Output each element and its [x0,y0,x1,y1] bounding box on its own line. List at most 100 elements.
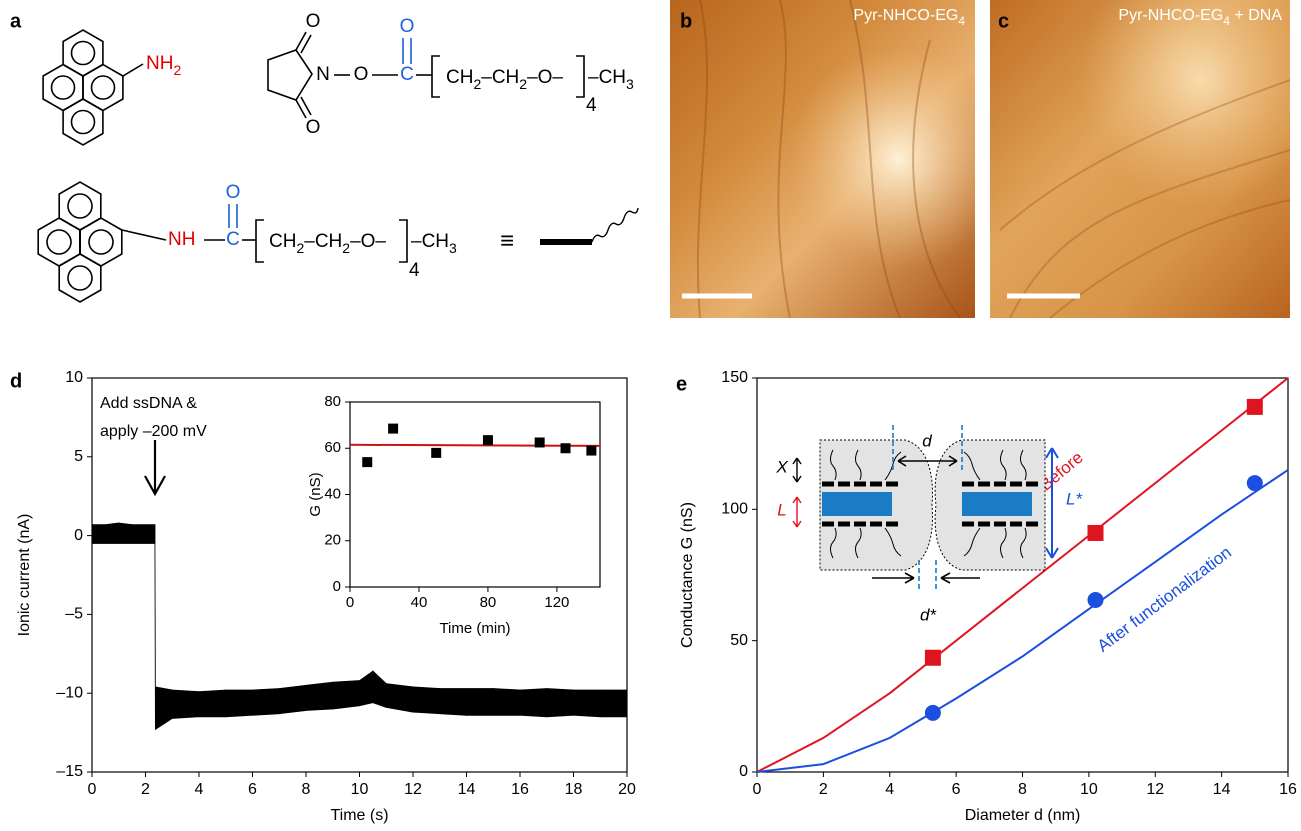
bond [122,63,144,77]
atom: O [226,182,241,203]
y-tick-label: 40 [324,485,341,502]
annotation: Add ssDNA & [100,395,197,412]
x-tick-label: 12 [404,781,422,798]
annotation: apply –200 mV [100,423,207,440]
current-trace [439,688,467,716]
repeat-unit: CH2–CH2–O– [269,231,386,256]
x-axis-title: Diameter d (nm) [965,807,1081,824]
data-point [560,443,571,454]
ring [58,253,102,303]
group: –O– [527,67,563,88]
bracket [255,219,264,263]
bracket [431,55,440,98]
atom: C [226,229,240,250]
y-tick-label: 0 [74,527,83,544]
x-tick-label: 18 [565,781,583,798]
atom: NH [146,53,173,74]
y-tick-label: 150 [721,369,748,386]
atom: N [316,64,330,85]
afm-highlight [670,0,975,318]
subscript: 2 [519,76,527,92]
terrace-edges [696,0,961,319]
current-trace [332,680,360,710]
pyrene-anchors [822,481,1038,527]
membrane-core [962,492,1032,516]
aromatic-circle [67,193,93,219]
x-tick-label: 16 [511,781,529,798]
subscript: 3 [449,240,457,256]
end-group: –CH3 [588,67,634,92]
title-text: Pyr-NHCO-EG [1118,7,1223,24]
atom: O [354,64,369,85]
panel-a: a NH2 O O N O C O CH2–CH2–O– 4 –CH3 NH C… [10,10,639,303]
data-point [388,423,399,434]
current-trace [118,522,133,544]
current-trace [154,686,173,731]
x-tick-label: 2 [141,781,150,798]
peg-chains [830,449,1027,559]
y-tick-label: 10 [65,369,83,386]
data-point [1246,475,1263,492]
group: –CH [304,231,342,252]
series-label: After functionalization [1094,543,1235,656]
current-trace [372,670,387,708]
group: –CH [481,67,519,88]
data-point [1246,398,1263,415]
current-trace [359,670,374,707]
afm-highlight [990,0,1290,318]
y-tick-label: –15 [56,763,83,780]
current-trace [105,522,120,544]
atom: C [400,64,414,85]
image-title: Pyr-NHCO-EG4 + DNA [1118,7,1282,28]
aromatic-circle [46,229,72,255]
bracket [399,219,408,263]
ring [79,217,123,267]
l-star-arrow [1045,447,1059,559]
x-tick-label: 0 [346,594,354,611]
ring [42,63,84,112]
current-trace [131,524,146,544]
group: CH [269,231,296,252]
membrane-core [822,492,892,516]
current-trace [225,689,253,718]
repeat-unit: CH2–CH2–O– [446,67,563,92]
aromatic-circle [70,109,96,135]
current-trace [412,686,441,715]
ring [82,63,124,112]
y-tick-label: 5 [74,448,83,465]
repeat-count: 4 [409,260,420,281]
subscript: 4 [1223,14,1230,28]
group: –CH [411,231,449,252]
current-trace [492,688,521,716]
x-tick-label: 0 [88,781,97,798]
x-tick-label: 0 [753,781,762,798]
x-tick-label: 80 [480,594,497,611]
d-arrow [897,455,958,467]
fit-line [349,443,601,447]
y-axis-title: G (nS) [307,472,324,516]
current-trace [599,689,628,718]
panel-label: a [10,10,22,32]
x-tick-label: 6 [952,781,961,798]
pyrene-rings [37,29,124,303]
y-tick-label: –5 [65,606,83,623]
schematic-label: X [775,457,788,476]
current-trace [519,688,548,718]
ring [62,98,104,146]
x-tick-label: 14 [1213,781,1231,798]
bracket [576,55,585,98]
aromatic-circle [90,75,116,100]
bond [295,99,307,119]
x-tick-label: 120 [544,594,569,611]
x-tick-label: 16 [1279,781,1297,798]
y-tick-label: 0 [739,763,748,780]
bond [295,31,307,51]
y-axis-title: Conductance G (nS) [679,502,696,648]
subscript: 2 [296,240,304,256]
bond [300,96,312,116]
title-text: Pyr-NHCO-EG [853,7,958,24]
current-trace [145,524,156,544]
peg-chain [591,207,639,243]
x-tick-label: 2 [819,781,828,798]
data-point [362,457,373,468]
